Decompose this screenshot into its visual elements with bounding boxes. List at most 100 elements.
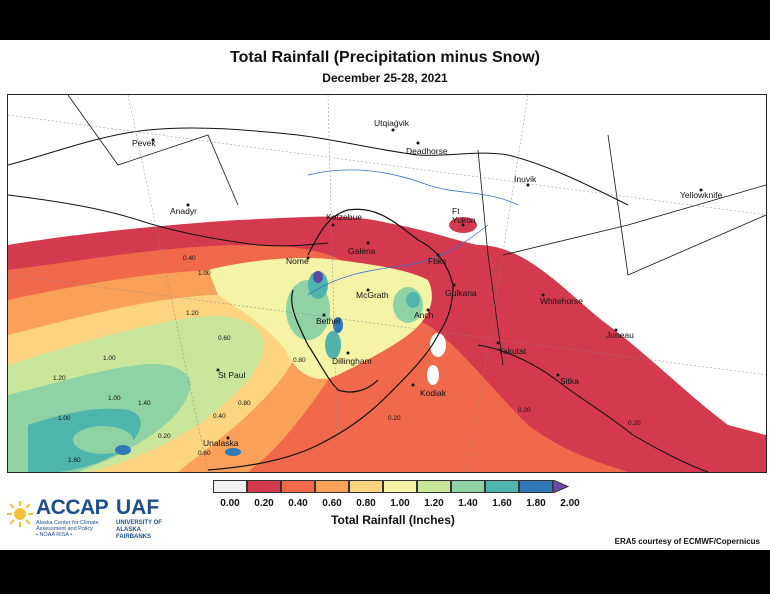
contour-label: 0.80 <box>293 357 306 364</box>
coastline-arctic <box>8 127 629 206</box>
legend-swatch <box>315 480 349 493</box>
city-label-bethel: Bethel <box>316 316 341 326</box>
contour-label: 0.20 <box>158 433 171 440</box>
legend-tick-label: 2.00 <box>560 498 580 509</box>
rain-patch-2.00 <box>313 271 323 283</box>
border-ak-canada <box>477 149 504 366</box>
legend-tick-label: 0.40 <box>288 498 308 509</box>
city-markers <box>151 128 703 440</box>
city-label-inuvik: Inuvik <box>514 174 537 184</box>
contour-label: 0.20 <box>388 415 401 422</box>
rain-patch-1.80-b <box>115 445 131 455</box>
uaf-subtitle: UNIVERSITY OF ALASKA FAIRBANKS <box>116 520 162 540</box>
contour-label: 1.00 <box>58 415 71 422</box>
graticule <box>8 95 766 472</box>
rain-patch-0.20-yukon <box>504 284 528 298</box>
legend-tick-label: 0.20 <box>254 498 274 509</box>
map-subtitle: December 25-28, 2021 <box>322 71 448 85</box>
city-label-kodiak: Kodiak <box>420 388 446 398</box>
legend-tick-label: 1.20 <box>424 498 444 509</box>
contour-label: 0.20 <box>518 407 531 414</box>
coastline-western <box>291 289 379 393</box>
legend-swatch <box>451 480 485 493</box>
accap-uaf-logo: ACCAP UAF Alaska Center for Climate Asse… <box>4 496 164 550</box>
city-label-galena: Galena <box>348 246 376 256</box>
legend-tick-label: 0.00 <box>220 498 240 509</box>
map-canvas <box>8 95 766 472</box>
legend-swatch <box>485 480 519 493</box>
city-label-anch: Anch <box>414 310 434 320</box>
rain-patch-1.80 <box>333 317 343 333</box>
legend-swatch <box>247 480 281 493</box>
legend-tick-label: 1.60 <box>492 498 512 509</box>
contour-label: 0.40 <box>213 413 226 420</box>
city-label-yakutat: Yakutat <box>498 346 527 356</box>
legend-tick-label: 1.00 <box>390 498 410 509</box>
city-label-yellowknife: Yellowknife <box>680 190 723 200</box>
rainfall-map: Pevek Utqiaġvik Deadhorse Inuvik Yellowknife… <box>7 94 767 473</box>
river-arctic <box>307 169 519 206</box>
legend-swatch <box>519 480 553 493</box>
city-label-juneau: Juneau <box>606 330 634 340</box>
legend-tick-label: 0.80 <box>356 498 376 509</box>
uaf-wordmark: UAF <box>116 496 160 519</box>
border-yukon-bc <box>607 134 766 276</box>
sun-icon <box>7 501 33 527</box>
accap-subtitle: Alaska Center for Climate Assessment and… <box>36 520 112 538</box>
contour-label: 0.80 <box>238 400 251 407</box>
accap-wordmark: ACCAP <box>36 496 109 519</box>
contour-label: 1.20 <box>186 310 199 317</box>
contour-label: 1.00 <box>108 395 121 402</box>
city-label-st-paul: St Paul <box>218 370 246 380</box>
legend-overflow-arrow <box>553 480 569 493</box>
city-label-gulkana: Gulkana <box>445 288 477 298</box>
rain-patch-1.60-c <box>406 292 420 308</box>
city-label-mcgrath: McGrath <box>356 290 389 300</box>
legend-title: Total Rainfall (Inches) <box>331 513 455 527</box>
coastline-chukotka <box>8 194 329 247</box>
cook-inlet <box>430 333 446 357</box>
contour-label: 1.40 <box>138 400 151 407</box>
legend-swatch <box>383 480 417 493</box>
contour-label: 0.60 <box>198 450 211 457</box>
figure-page: Total Rainfall (Precipitation minus Snow… <box>0 40 770 550</box>
legend-swatch <box>349 480 383 493</box>
legend-swatch <box>213 480 247 493</box>
city-label-anadyr: Anadyr <box>170 206 197 216</box>
accap-subtitle-text: Alaska Center for Climate Assessment and… <box>36 520 99 532</box>
legend-swatch <box>417 480 451 493</box>
contour-label: 0.40 <box>183 255 196 262</box>
city-label-kotzebue: Kotzebue <box>326 212 362 222</box>
city-label-utqiagvik: Utqiaġvik <box>374 118 409 128</box>
river-yukon <box>307 224 489 296</box>
city-label-deadhorse: Deadhorse <box>406 146 448 156</box>
city-label-pevek: Pevek <box>132 138 156 148</box>
accap-tag-text: • NOAA RISA • <box>36 532 73 538</box>
border-russia-internal <box>67 95 239 206</box>
contour-label: 1.60 <box>68 457 81 464</box>
contour-label: 0.60 <box>218 335 231 342</box>
contour-label: 1.00 <box>103 355 116 362</box>
legend-tick-label: 1.40 <box>458 498 478 509</box>
legend-tick-label: 0.60 <box>322 498 342 509</box>
city-label-unalaska: Unalaska <box>203 438 239 448</box>
coastline-alaska <box>207 208 454 471</box>
kodiak-island <box>427 365 439 385</box>
border-canada-territories <box>502 184 766 256</box>
data-credit: ERA5 courtesy of ECMWF/Copernicus <box>614 537 760 546</box>
city-label-ft-yukon: Ft Yukon <box>452 206 476 225</box>
contour-label: 1.00 <box>198 270 211 277</box>
map-title: Total Rainfall (Precipitation minus Snow… <box>230 49 540 66</box>
city-label-fbks: Fbks <box>428 256 447 266</box>
legend-tick-label: 1.80 <box>526 498 546 509</box>
rain-patch-1.80-c <box>225 448 241 456</box>
rain-patch-0.20-interior <box>445 264 481 282</box>
city-label-whitehorse: Whitehorse <box>540 296 583 306</box>
contour-label: 1.20 <box>53 375 66 382</box>
city-label-nome: Nome <box>286 256 309 266</box>
rain-patch-1.60-b <box>325 331 341 359</box>
city-label-sitka: Sitka <box>560 376 579 386</box>
legend-swatch <box>281 480 315 493</box>
contour-label: 0.20 <box>628 420 641 427</box>
coastline-southeast <box>477 344 709 472</box>
